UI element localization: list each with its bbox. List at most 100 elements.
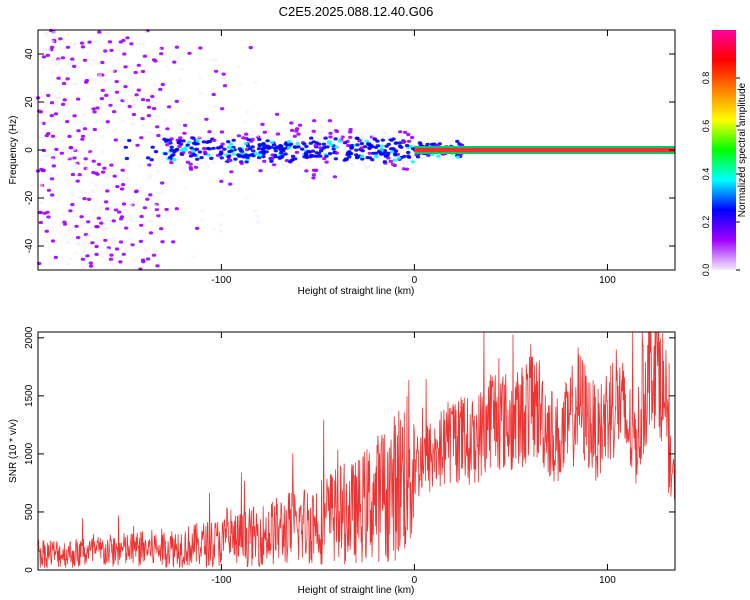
spectrogram-cell [221,72,226,76]
spectrogram-cell [188,154,194,158]
spectrogram-cell [45,152,50,157]
spectrogram-cell [71,147,77,151]
spectrogram-cell [119,215,125,219]
spectrogram-cell [260,148,266,152]
spectrogram-cell [383,167,389,171]
spectrogram-cell [243,153,249,157]
spectrogram-ridge [414,146,675,154]
spectrogram-cell [99,149,105,153]
spectrogram-cell [248,46,253,50]
spectrogram-cell [119,187,125,191]
spectrogram-cell [372,137,378,141]
spectrogram-cell [76,102,81,106]
spectrogram-cell [406,150,411,155]
spectrogram-cell [115,185,120,189]
spectrogram-cell [58,68,64,72]
spectrogram-cell [148,193,153,197]
spectrogram-cell [43,105,48,109]
spectrogram-cell [128,216,133,220]
spectrogram-cell [136,88,141,92]
spectrogram-cell [80,265,86,269]
spectrogram-cell [211,132,217,136]
spectrogram-cell [62,220,67,224]
spectrogram-cell [273,149,278,153]
spectrogram-cell [74,224,79,228]
spectrogram-cell [129,121,135,126]
spectrogram-cell [49,114,54,118]
spectrogram-cell [187,51,192,55]
spectrogram-cell [72,156,77,160]
spectrogram-cell [174,45,180,49]
spectrogram-cell [99,135,104,139]
spectrogram-cell [52,258,57,262]
spectrogram-cell [258,151,263,155]
spectrogram-cell [219,130,225,134]
spectrogram-cell [219,212,225,216]
spectrogram-cell [226,140,231,144]
spectrogram-cell [61,81,67,86]
spectrogram-cell [195,142,200,146]
spectrogram-cell [124,226,129,230]
spectrogram-cell [271,163,277,167]
spectrogram-cell [343,161,348,165]
spectrogram-cell [312,119,317,123]
spectrogram-cell [75,62,81,66]
spectrogram-cell [251,130,256,134]
spectrogram-cell [100,88,106,92]
spectrogram-cell [92,203,97,207]
spectrogram-cell [46,48,51,52]
spectrogram-cell [103,238,108,242]
spectrogram-cell [223,162,228,166]
spectrogram-cell [160,39,165,44]
spectrogram-cell [354,148,359,152]
spectrogram-cell [99,206,104,210]
spectrogram-cell [295,141,300,146]
spectrogram-cell [71,194,77,198]
snr-xlabel: Height of straight line (km) [298,585,415,596]
spectrogram-cell [85,254,90,258]
spectrogram-cell [140,117,145,121]
spectrogram-cell [158,129,163,133]
spectrogram-cell [265,139,270,143]
spectrogram-cell [112,174,117,178]
spectrogram-cell [231,152,236,156]
spectrogram-cell [396,156,401,160]
spectrogram-cell [271,166,276,170]
spectrogram-cell [226,155,231,159]
spectrogram-cell [55,198,60,202]
spectrogram-cell [45,53,51,58]
spectrogram-cell [38,158,44,162]
spectrogram-cell [105,207,110,211]
spectrogram-cell [94,236,100,240]
spectrogram-cell [58,37,63,41]
spectrogram-cell [75,179,80,183]
spectrogram-cell [163,152,168,156]
spectrogram-cell [398,130,403,134]
spectrogram-cell [117,210,122,214]
spectrogram-cell [149,158,154,162]
spectrogram-cell [105,86,110,90]
spectrogram-cell [306,160,311,164]
spectrogram-cell [64,178,70,182]
snr-series-group [37,331,676,569]
spectrogram-cell [241,136,246,140]
spectrogram-cell [219,156,224,160]
spectrogram-cell [59,151,65,155]
spectrogram-cell [105,189,110,193]
spectrogram-cell [122,52,127,56]
spectrogram-cell [153,59,158,63]
spectrogram-cell [107,40,113,44]
spectrogram-cell [86,243,91,248]
spectrogram-cell [319,130,324,134]
spectrogram-cell [113,266,119,270]
spectrogram-cell [106,106,112,110]
spectrogram-cell [347,150,352,154]
spectrogram-cell [54,62,59,67]
spectrogram-cell [219,179,224,183]
spectrogram-cell [197,135,202,139]
spectrogram-cell [48,139,54,143]
spectrogram-cell [402,140,407,144]
spectrogram-cell [156,47,162,52]
spectrogram-cell [134,226,139,230]
spectrogram-cell [51,164,56,168]
